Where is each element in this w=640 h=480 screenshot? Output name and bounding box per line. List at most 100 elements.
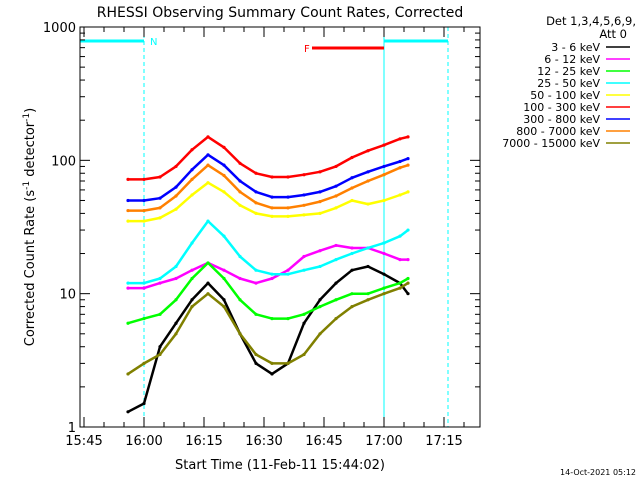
series-point <box>222 298 226 302</box>
series-point <box>318 249 322 253</box>
series-point <box>142 361 146 365</box>
series-point <box>350 268 354 272</box>
series-point <box>206 153 210 157</box>
series-point <box>382 173 386 177</box>
legend-entry-label: 3 - 6 keV <box>551 41 600 54</box>
series-point <box>174 298 178 302</box>
series-point <box>350 292 354 296</box>
series-point <box>222 190 226 194</box>
series-point <box>174 276 178 281</box>
series-point <box>302 352 306 357</box>
series-point <box>366 264 370 269</box>
series-point <box>286 361 290 365</box>
series-point <box>398 137 402 141</box>
series-point <box>222 268 226 272</box>
series-point <box>406 228 410 232</box>
series-point <box>398 286 402 290</box>
series-point <box>190 276 194 281</box>
series-point <box>318 200 322 204</box>
series-point <box>366 292 370 296</box>
series-point <box>238 254 242 259</box>
series-point <box>238 161 242 165</box>
series-point <box>222 145 226 150</box>
series-point <box>222 304 226 309</box>
x-tick-label: 16:00 <box>125 434 162 449</box>
series-point <box>126 372 130 376</box>
series-point <box>334 184 338 188</box>
series-point <box>206 135 210 139</box>
series-point <box>366 298 370 302</box>
series-point <box>174 194 178 198</box>
series-point <box>382 251 386 256</box>
x-axis-label: Start Time (11-Feb-11 15:44:02) <box>175 458 385 473</box>
series-point <box>254 201 258 205</box>
series-point <box>366 202 370 206</box>
series-point <box>334 194 338 198</box>
series-point <box>174 185 178 189</box>
series-point <box>286 206 290 210</box>
series-point <box>406 190 410 194</box>
series-point <box>158 216 162 220</box>
series-point <box>286 195 290 199</box>
series-point <box>366 179 370 183</box>
series-point <box>222 234 226 238</box>
series-point <box>190 177 194 181</box>
legend-entry-label: 100 - 300 keV <box>523 101 600 114</box>
series-point <box>174 164 178 169</box>
series-point <box>334 243 338 248</box>
series-point <box>350 176 354 180</box>
legend-entry-label: 800 - 7000 keV <box>516 125 600 138</box>
series-point <box>190 168 194 172</box>
legend-entry-label: 6 - 12 keV <box>544 53 600 66</box>
series-point <box>270 272 274 276</box>
series-point <box>206 281 210 285</box>
series-point <box>382 241 386 245</box>
series-point <box>206 261 210 265</box>
series-point <box>286 268 290 272</box>
series-point <box>238 332 242 336</box>
series-point <box>302 268 306 272</box>
x-tick-label: 17:15 <box>425 434 462 449</box>
plot-content: NF <box>80 27 449 427</box>
footer-timestamp: 14-Oct-2021 05:12 <box>560 468 636 477</box>
y-tick-label: 1 <box>68 421 76 436</box>
chart-title: RHESSI Observing Summary Count Rates, Co… <box>97 5 463 21</box>
series-point <box>190 298 194 302</box>
series-point <box>398 234 402 238</box>
series-point <box>318 264 322 269</box>
legend-header-line-2: Att 0 <box>599 27 627 41</box>
series-point <box>318 170 322 174</box>
series-point <box>302 321 306 325</box>
series-point <box>142 198 146 203</box>
series-point <box>350 155 354 160</box>
series-point <box>190 241 194 245</box>
series-point <box>398 281 402 285</box>
series-point <box>126 281 130 285</box>
series-point <box>222 173 226 178</box>
annotation-label: F <box>304 44 310 55</box>
series-point <box>382 198 386 203</box>
series-point <box>270 317 274 321</box>
series-point <box>190 304 194 309</box>
legend-entry-label: 12 - 25 keV <box>537 65 600 78</box>
series-point <box>398 159 402 164</box>
y-axis: 1 10 100 1000 <box>43 21 480 436</box>
series-point <box>158 312 162 316</box>
series-point <box>350 304 354 309</box>
series-point <box>254 211 258 215</box>
series-point <box>254 268 258 272</box>
x-tick-label: 16:15 <box>185 434 222 449</box>
series-point <box>158 196 162 200</box>
series-point <box>382 164 386 169</box>
annotation-label: N <box>150 37 157 48</box>
series-point <box>206 219 210 223</box>
y-tick-label: 10 <box>59 288 76 303</box>
series-point <box>158 345 162 349</box>
series-point <box>270 372 274 376</box>
series-point <box>286 214 290 218</box>
series-point <box>286 175 290 179</box>
series-point <box>206 181 210 185</box>
